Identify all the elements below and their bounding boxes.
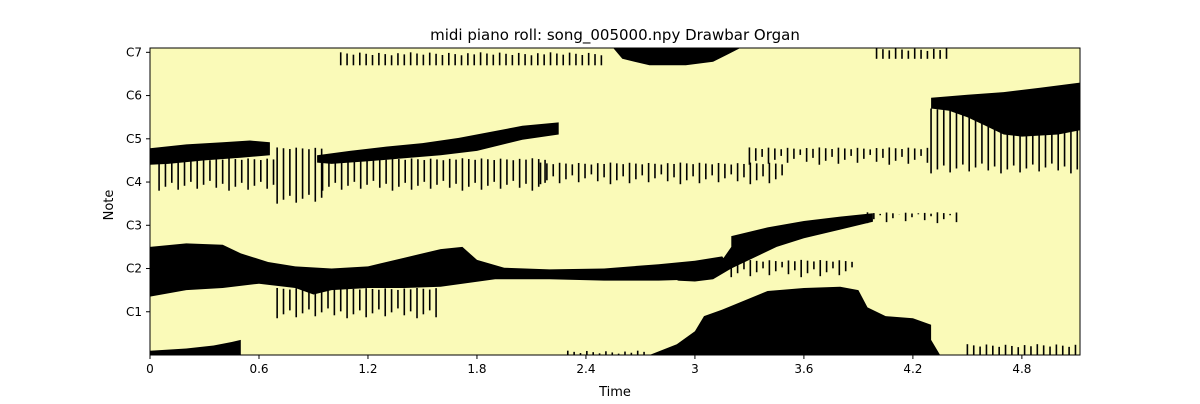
x-tick-label: 2.4	[576, 362, 595, 376]
x-axis-label: Time	[598, 385, 631, 400]
y-tick-label: C6	[126, 89, 142, 103]
plot-frame	[149, 47, 1081, 356]
y-tick-label: C5	[126, 132, 142, 146]
stripes-11	[866, 212, 958, 224]
stripes-7	[930, 108, 1079, 174]
x-tick-label: 3	[691, 362, 699, 376]
stripes-2	[276, 147, 323, 204]
x-tick-label: 3.6	[794, 362, 813, 376]
x-axis: 0 0.6 1.2 1.8 2.4 3 3.6 4.2 4.8	[146, 355, 1031, 376]
y-axis-label: Note	[102, 190, 117, 221]
x-tick-label: 4.2	[903, 362, 922, 376]
stripes-5	[539, 162, 783, 185]
plot-layer	[150, 48, 1080, 355]
stripes-4	[339, 52, 603, 66]
note-region-bass-voice	[150, 243, 732, 297]
note-region-right-upper-voice	[931, 82, 1080, 137]
y-tick-label: C4	[126, 175, 142, 189]
x-tick-label: 1.8	[467, 362, 486, 376]
stripes-3	[321, 158, 546, 191]
chart-title: midi piano roll: song_005000.npy Drawbar…	[430, 26, 800, 45]
x-tick-label: 0.6	[249, 362, 268, 376]
x-tick-label: 0	[146, 362, 154, 376]
note-region-low-voice-center	[649, 286, 941, 355]
stripes-10	[730, 259, 853, 278]
y-axis: C1 C2 C3 C4 C5 C6 C7	[126, 45, 150, 319]
stripes-9	[276, 287, 437, 319]
y-tick-label: C1	[126, 305, 142, 319]
stripes-8	[875, 48, 948, 59]
note-region-low-voice-left	[150, 339, 241, 355]
y-tick-label: C3	[126, 218, 142, 232]
note-region-top-voice	[613, 48, 741, 66]
stripes-6	[748, 147, 929, 165]
x-tick-label: 4.8	[1012, 362, 1031, 376]
y-tick-label: C2	[126, 262, 142, 276]
stripes-1	[158, 158, 275, 191]
x-tick-label: 1.2	[358, 362, 377, 376]
note-region-upper-voice-a	[150, 140, 270, 165]
note-region-upper-voice-b	[317, 122, 559, 164]
y-tick-label: C7	[126, 45, 142, 59]
stripes-12	[966, 344, 1077, 355]
plot-background	[150, 48, 1080, 355]
